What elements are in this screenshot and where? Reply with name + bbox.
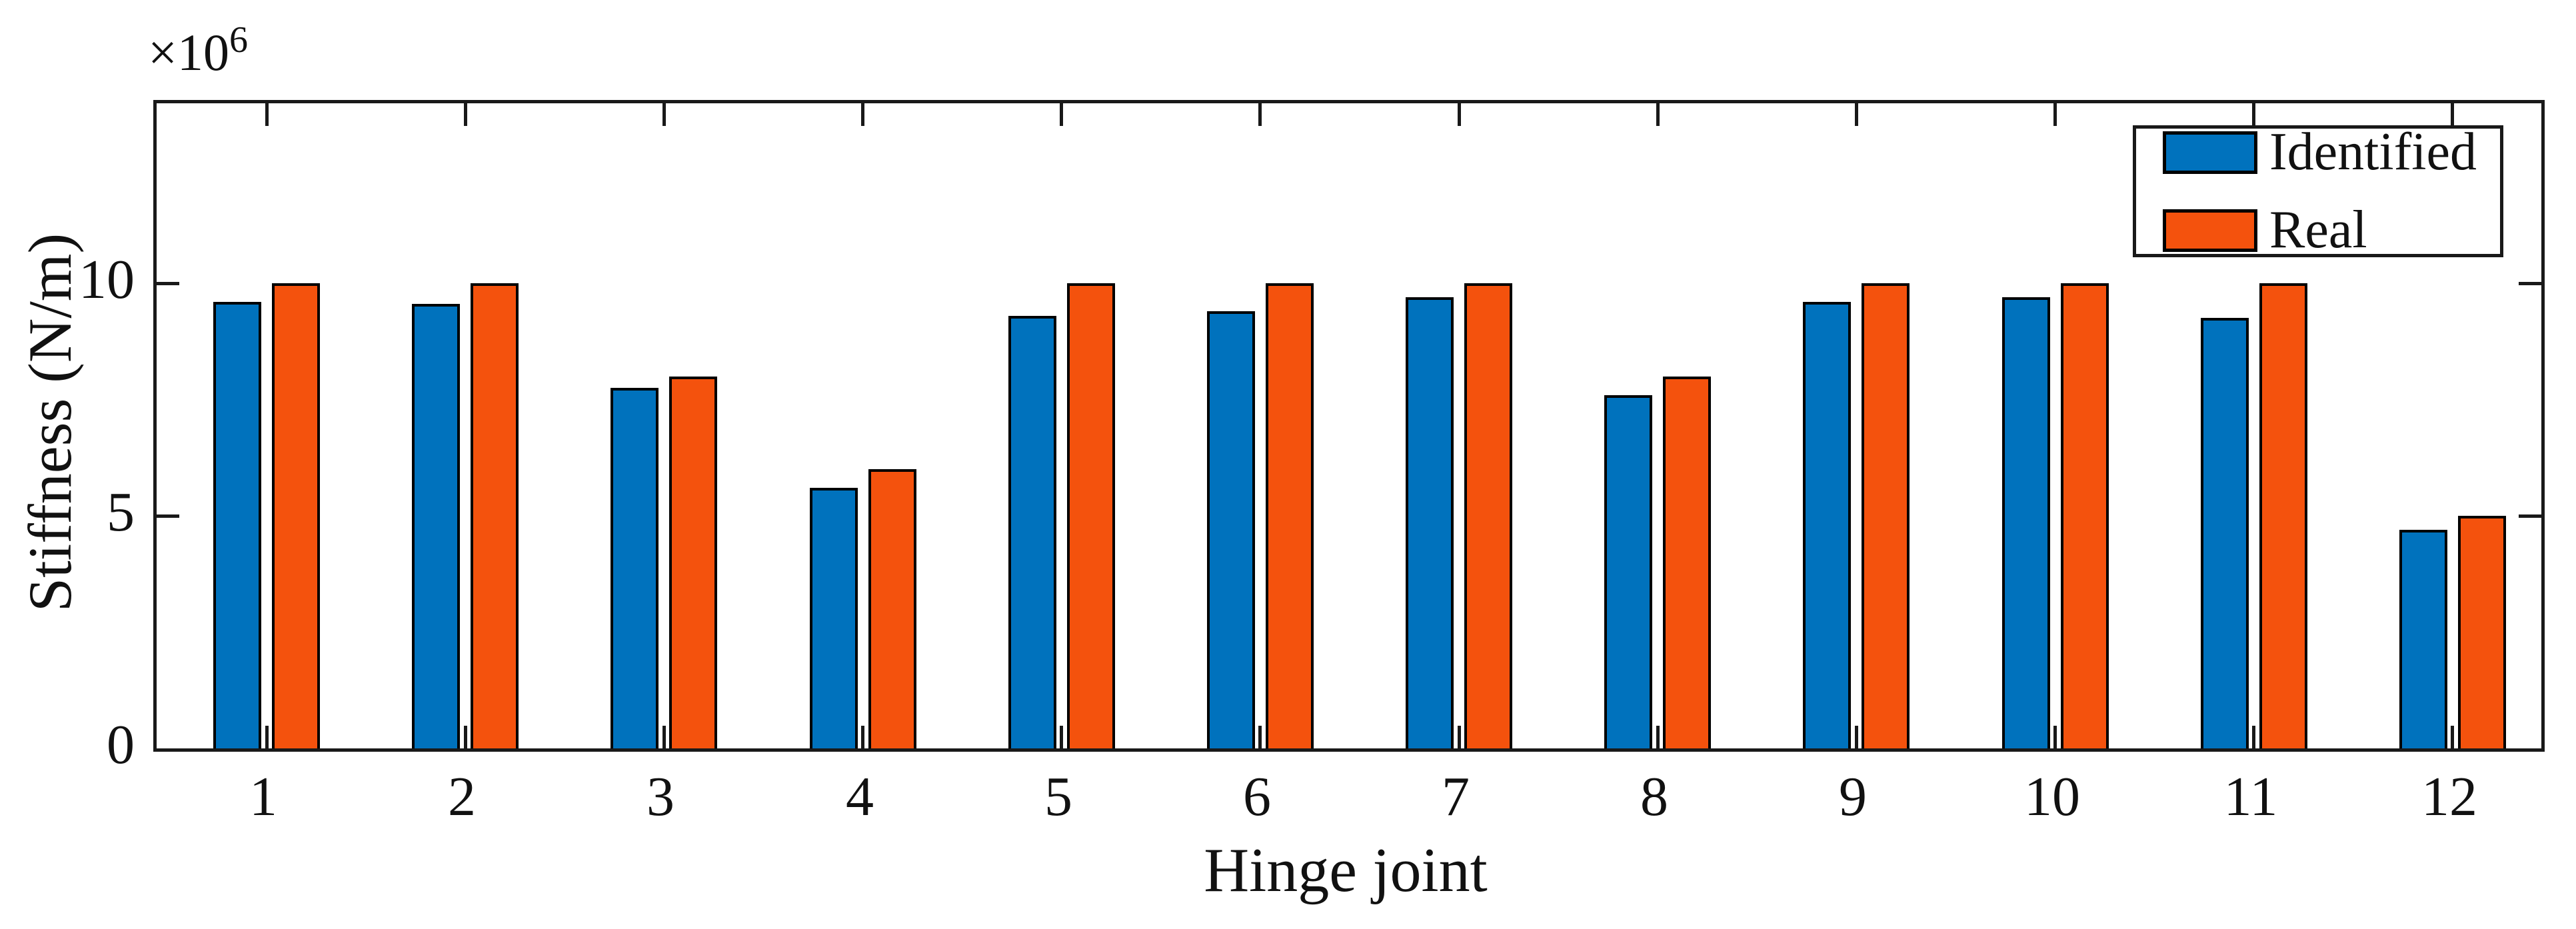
x-tick-label-5: 5 bbox=[1044, 766, 1072, 828]
x-tick-9-bottom bbox=[1855, 726, 1858, 748]
bar-real-9 bbox=[1862, 283, 1910, 748]
x-tick-6-top bbox=[1258, 103, 1262, 126]
x-tick-5-top bbox=[1060, 103, 1063, 126]
x-tick-1-top bbox=[265, 103, 269, 126]
y-tick-5-right bbox=[2519, 514, 2541, 518]
x-tick-label-11: 11 bbox=[2223, 766, 2278, 828]
x-tick-9-top bbox=[1855, 103, 1858, 126]
y-tick-label-10: 10 bbox=[79, 249, 135, 311]
y-tick-10-left bbox=[157, 282, 179, 285]
x-tick-6-bottom bbox=[1258, 726, 1262, 748]
x-tick-8-bottom bbox=[1656, 726, 1660, 748]
bar-real-12 bbox=[2458, 516, 2506, 748]
y-axis-multiplier-exponent: 6 bbox=[229, 19, 248, 61]
x-axis-title: Hinge joint bbox=[1204, 836, 1488, 905]
x-tick-4-top bbox=[861, 103, 864, 126]
bar-real-1 bbox=[272, 283, 320, 748]
bar-identified-6 bbox=[1207, 311, 1255, 748]
legend-label-real: Real bbox=[2269, 201, 2367, 259]
legend-item-real: Real bbox=[2163, 200, 2500, 261]
bar-identified-5 bbox=[1008, 316, 1056, 748]
x-tick-label-4: 4 bbox=[846, 766, 874, 828]
x-tick-12-top bbox=[2451, 103, 2454, 126]
x-tick-label-8: 8 bbox=[1640, 766, 1668, 828]
x-tick-10-bottom bbox=[2053, 726, 2057, 748]
y-tick-label-0: 0 bbox=[107, 714, 135, 776]
y-tick-10-right bbox=[2519, 282, 2541, 285]
bar-identified-8 bbox=[1604, 395, 1652, 748]
legend-item-identified: Identified bbox=[2163, 122, 2500, 183]
bar-identified-3 bbox=[611, 388, 658, 748]
legend-swatch-real bbox=[2163, 209, 2257, 252]
bar-real-7 bbox=[1464, 283, 1512, 748]
bar-identified-9 bbox=[1803, 302, 1851, 748]
bar-real-3 bbox=[669, 377, 717, 748]
bar-identified-7 bbox=[1406, 297, 1454, 748]
bar-real-10 bbox=[2061, 283, 2109, 748]
x-tick-11-top bbox=[2252, 103, 2255, 126]
x-tick-4-bottom bbox=[861, 726, 864, 748]
x-tick-1-bottom bbox=[265, 726, 269, 748]
x-tick-2-top bbox=[464, 103, 467, 126]
legend-label-identified: Identified bbox=[2269, 123, 2477, 181]
y-axis-multiplier: ×106 bbox=[148, 19, 248, 83]
legend: Identified Real bbox=[2133, 122, 2503, 259]
x-tick-label-6: 6 bbox=[1243, 766, 1271, 828]
bar-real-6 bbox=[1266, 283, 1314, 748]
y-tick-5-left bbox=[157, 514, 179, 518]
bar-real-4 bbox=[868, 469, 916, 748]
x-tick-5-bottom bbox=[1060, 726, 1063, 748]
bar-real-11 bbox=[2259, 283, 2307, 748]
x-tick-3-top bbox=[662, 103, 666, 126]
x-tick-label-12: 12 bbox=[2421, 766, 2477, 828]
x-tick-7-bottom bbox=[1458, 726, 1461, 748]
bar-real-2 bbox=[471, 283, 519, 748]
x-tick-8-top bbox=[1656, 103, 1660, 126]
x-tick-2-bottom bbox=[464, 726, 467, 748]
bar-real-5 bbox=[1067, 283, 1115, 748]
bar-identified-12 bbox=[2399, 530, 2447, 748]
bar-identified-4 bbox=[810, 488, 858, 748]
x-tick-label-3: 3 bbox=[646, 766, 674, 828]
bar-identified-11 bbox=[2201, 318, 2249, 748]
y-tick-label-5: 5 bbox=[107, 481, 135, 543]
legend-swatch-identified bbox=[2163, 131, 2257, 174]
bar-identified-2 bbox=[412, 304, 460, 748]
bar-real-8 bbox=[1663, 377, 1711, 748]
x-tick-label-7: 7 bbox=[1442, 766, 1470, 828]
x-tick-label-2: 2 bbox=[448, 766, 476, 828]
x-tick-11-bottom bbox=[2252, 726, 2255, 748]
bar-identified-10 bbox=[2002, 297, 2050, 748]
x-tick-10-top bbox=[2053, 103, 2057, 126]
x-tick-label-10: 10 bbox=[2024, 766, 2080, 828]
x-tick-label-1: 1 bbox=[249, 766, 277, 828]
y-axis-multiplier-base: ×10 bbox=[148, 23, 229, 81]
x-tick-7-top bbox=[1458, 103, 1461, 126]
x-tick-12-bottom bbox=[2451, 726, 2454, 748]
bar-identified-1 bbox=[213, 302, 261, 748]
x-tick-label-9: 9 bbox=[1839, 766, 1867, 828]
x-tick-3-bottom bbox=[662, 726, 666, 748]
y-axis-title-wrap: Stiffness (N/m) bbox=[7, 100, 93, 745]
